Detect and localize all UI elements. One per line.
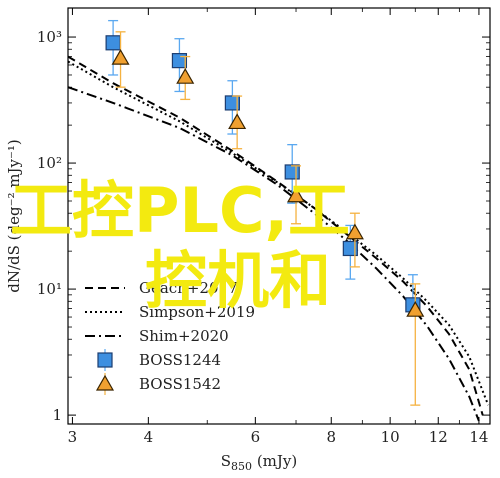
boss1244-point	[284, 164, 300, 180]
legend-simpson-2019-label: Simpson+2019	[139, 303, 255, 321]
model-line-simpson-2019	[68, 60, 490, 406]
x-tick-label: 4	[144, 428, 154, 446]
x-tick-label: 12	[429, 428, 448, 446]
boss1244-point	[105, 35, 121, 51]
boss1244-point	[342, 240, 358, 257]
boss1542-point	[345, 223, 364, 240]
x-tick-label: 8	[326, 428, 336, 446]
plot-frame	[67, 7, 491, 425]
data-layer	[68, 19, 490, 422]
y-tick-label: 1	[52, 406, 62, 424]
legend-shim-2020-label: Shim+2020	[139, 327, 229, 345]
boss1244-point	[171, 53, 188, 69]
boss1542-point	[228, 113, 247, 130]
x-tick-label: 14	[469, 428, 488, 446]
x-axis-label: S850 (mJy)	[221, 452, 297, 473]
y-tick-label: 10¹	[37, 280, 62, 298]
legend-geach-2017-label: Geach+2017	[139, 279, 238, 297]
y-tick-label: 10³	[37, 28, 62, 46]
legend-boss1244-swatch	[97, 352, 113, 368]
y-tick-label: 10²	[37, 154, 62, 172]
model-line-shim-2020	[68, 86, 480, 422]
boss1542-point	[111, 48, 130, 65]
model-line-geach-2017	[68, 55, 484, 416]
y-axis-label: dN/dS (deg⁻² mJy⁻¹)	[5, 139, 23, 293]
boss1542-point	[286, 186, 306, 203]
x-tick-label: 10	[381, 428, 400, 446]
boss1542-point	[176, 68, 195, 84]
boss1542-point	[406, 300, 425, 317]
legend-boss1542-swatch	[95, 374, 115, 391]
legend-boss1244-label: BOSS1244	[139, 351, 221, 369]
x-tick-label: 6	[251, 428, 261, 446]
x-tick-label: 3	[68, 428, 78, 446]
legend-boss1542-label: BOSS1542	[139, 375, 221, 393]
